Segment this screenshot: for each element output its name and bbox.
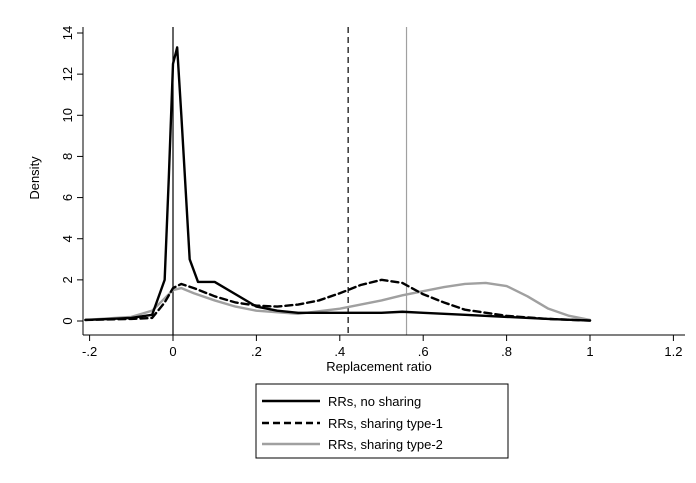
y-tick-label: 4 <box>60 235 75 242</box>
y-ticks: 0 2 4 6 8 10 12 14 <box>60 26 83 325</box>
y-tick-label: 10 <box>60 108 75 122</box>
legend-box <box>255 383 509 459</box>
series-line-rrs-no-sharing <box>84 46 592 322</box>
x-tick-label: .4 <box>334 344 345 359</box>
legend-item-no-sharing: RRs, no sharing <box>262 394 421 409</box>
x-ticks: -.2 0 .2 .4 .6 .8 1 1.2 <box>82 335 682 359</box>
axes <box>82 27 685 336</box>
y-tick-label: 12 <box>60 67 75 81</box>
series-line-rrs-sharing-type-2 <box>84 281 592 322</box>
legend-item-sharing-type-1: RRs, sharing type-1 <box>262 416 443 431</box>
x-tick-label: -.2 <box>82 344 97 359</box>
x-tick-label: 0 <box>169 344 176 359</box>
plot-area <box>84 27 592 335</box>
legend-label-sharing-type-2: RRs, sharing type-2 <box>328 437 443 452</box>
y-axis-title: Density <box>27 156 42 200</box>
x-tick-label: .2 <box>251 344 262 359</box>
x-tick-label: 1.2 <box>664 344 682 359</box>
legend: RRs, no sharing RRs, sharing type-1 RRs,… <box>255 383 509 459</box>
legend-item-sharing-type-2: RRs, sharing type-2 <box>262 437 443 452</box>
y-tick-label: 8 <box>60 153 75 160</box>
series-line-rrs-sharing-type-1 <box>84 278 592 322</box>
x-tick-label: .6 <box>418 344 429 359</box>
x-tick-label: .8 <box>501 344 512 359</box>
y-tick-label: 14 <box>60 26 75 40</box>
y-tick-label: 0 <box>60 317 75 324</box>
y-tick-label: 2 <box>60 276 75 283</box>
legend-label-sharing-type-1: RRs, sharing type-1 <box>328 416 443 431</box>
y-tick-label: 6 <box>60 194 75 201</box>
legend-label-no-sharing: RRs, no sharing <box>328 394 421 409</box>
x-tick-label: 1 <box>586 344 593 359</box>
x-axis-title: Replacement ratio <box>326 359 432 374</box>
